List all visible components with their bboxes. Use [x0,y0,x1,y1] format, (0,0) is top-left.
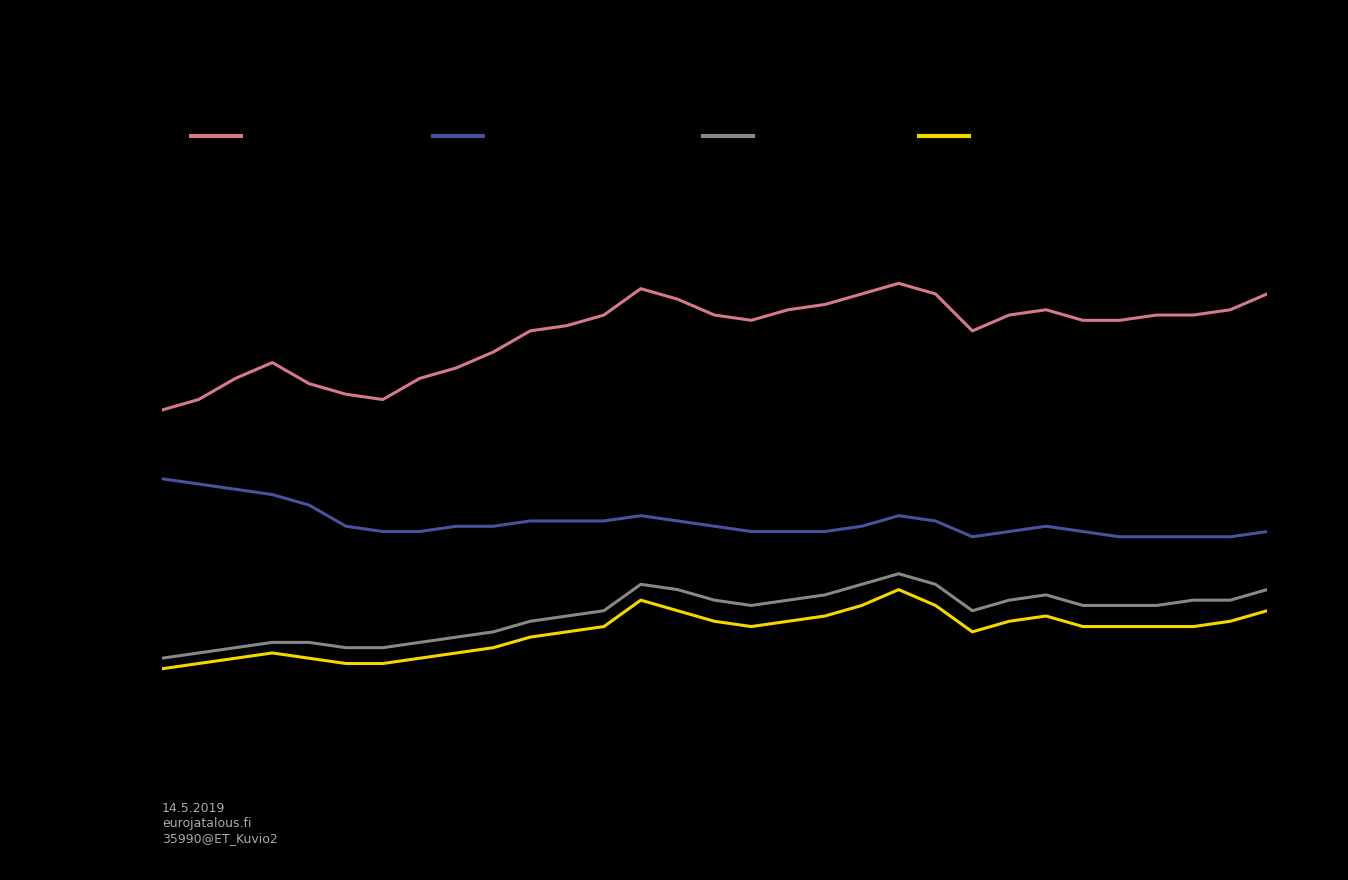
Text: 14.5.2019
eurojatalous.fi
35990@ET_Kuvio2: 14.5.2019 eurojatalous.fi 35990@ET_Kuvio… [162,802,278,845]
